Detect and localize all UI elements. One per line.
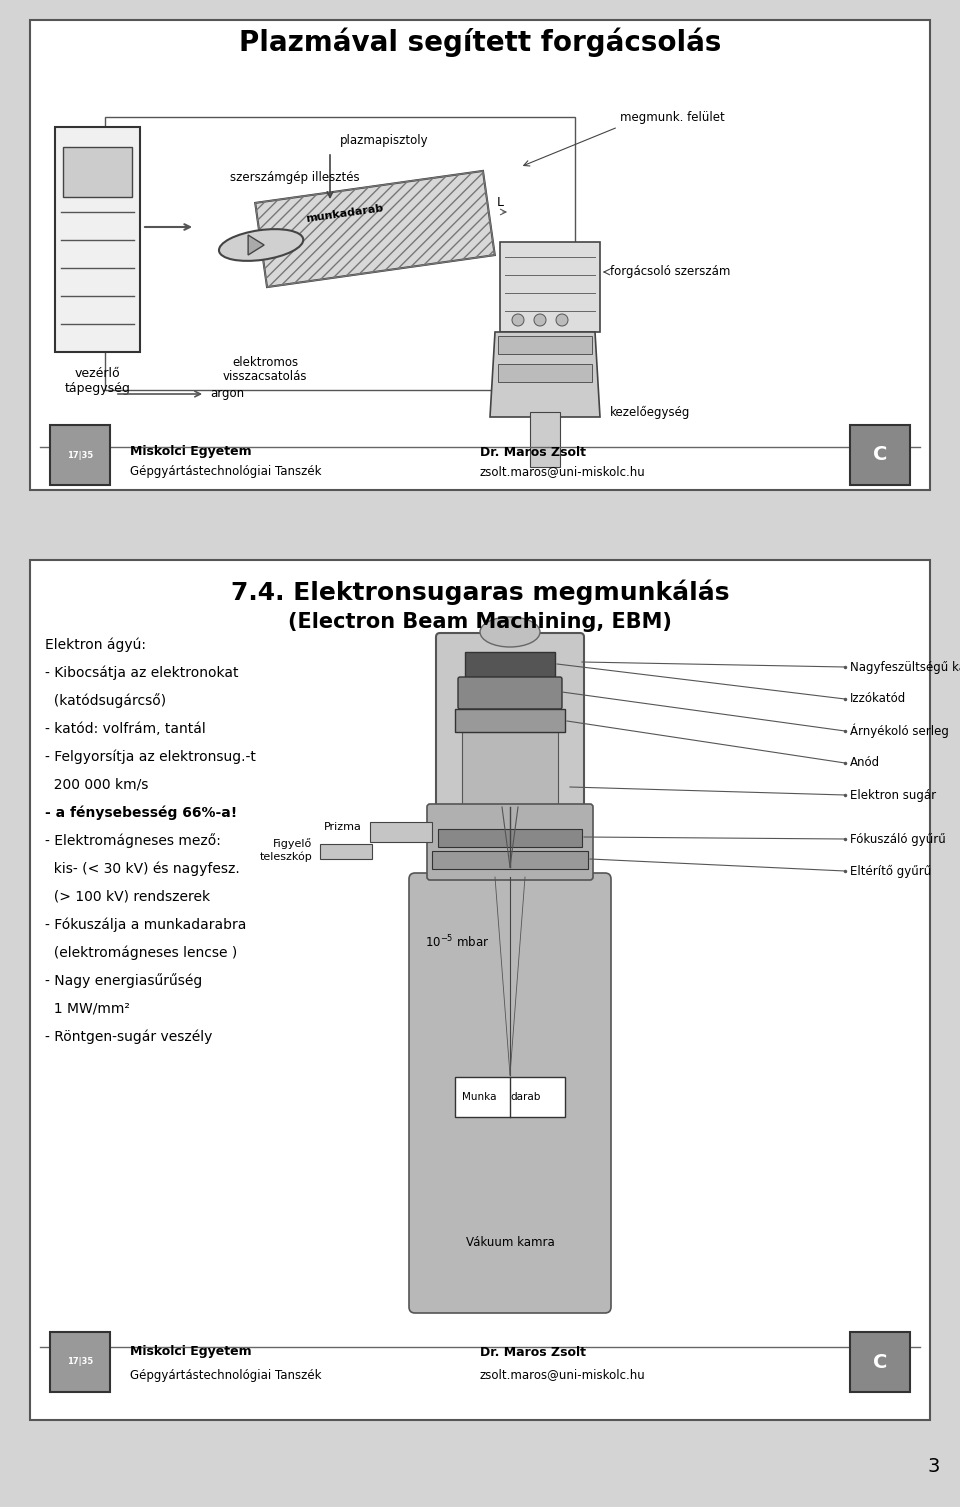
- Text: forgácsoló szerszám: forgácsoló szerszám: [610, 265, 731, 279]
- FancyBboxPatch shape: [458, 677, 562, 708]
- Text: 17|35: 17|35: [67, 1358, 93, 1367]
- Text: (> 100 kV) rendszerek: (> 100 kV) rendszerek: [45, 891, 210, 904]
- Bar: [50, 1332, 110, 1392]
- Bar: [50, 425, 110, 485]
- Text: 200 000 km/s: 200 000 km/s: [45, 778, 149, 793]
- Bar: [455, 708, 565, 732]
- Bar: [432, 851, 588, 870]
- Text: darab: darab: [510, 1093, 540, 1102]
- Text: argon: argon: [210, 387, 244, 401]
- Text: - Felgyorsítja az elektronsug.-t: - Felgyorsítja az elektronsug.-t: [45, 750, 256, 764]
- Text: - Nagy energiasűrűség: - Nagy energiasűrűség: [45, 974, 203, 989]
- Text: kis- (< 30 kV) és nagyfesz.: kis- (< 30 kV) és nagyfesz.: [45, 862, 240, 876]
- Text: Izzókatód: Izzókatód: [850, 693, 906, 705]
- Text: Miskolci Egyetem: Miskolci Egyetem: [130, 1346, 252, 1358]
- Ellipse shape: [512, 313, 524, 326]
- Text: Dr. Maros Zsolt: Dr. Maros Zsolt: [480, 1346, 586, 1358]
- Text: Fókuszáló gyűrű: Fókuszáló gyűrű: [850, 832, 946, 845]
- Text: Munka: Munka: [462, 1093, 496, 1102]
- Bar: [462, 732, 558, 808]
- Bar: [455, 1078, 565, 1117]
- Bar: [320, 844, 372, 859]
- Text: - Kibocsátja az elektronokat: - Kibocsátja az elektronokat: [45, 666, 238, 680]
- Text: Dr. Maros Zsolt: Dr. Maros Zsolt: [480, 446, 586, 458]
- Bar: [465, 653, 555, 677]
- Text: Plazmával segített forgácsolás: Plazmával segített forgácsolás: [239, 27, 721, 57]
- Bar: [105, 118, 575, 390]
- FancyBboxPatch shape: [427, 805, 593, 880]
- Text: megmunk. felület: megmunk. felület: [620, 110, 725, 124]
- Text: - Elektromágneses mező:: - Elektromágneses mező:: [45, 833, 221, 848]
- Bar: [498, 336, 592, 354]
- Bar: [370, 821, 432, 842]
- Text: zsolt.maros@uni-miskolc.hu: zsolt.maros@uni-miskolc.hu: [480, 1368, 646, 1382]
- Text: L: L: [496, 196, 503, 208]
- Text: 1 MW/mm²: 1 MW/mm²: [45, 1002, 130, 1016]
- Ellipse shape: [556, 313, 568, 326]
- FancyBboxPatch shape: [409, 873, 611, 1313]
- Text: $10^{-5}$ mbar: $10^{-5}$ mbar: [425, 934, 490, 951]
- Text: Elektron ágyú:: Elektron ágyú:: [45, 637, 146, 653]
- Text: C: C: [873, 1352, 887, 1371]
- Ellipse shape: [534, 313, 546, 326]
- Polygon shape: [248, 235, 264, 255]
- Ellipse shape: [219, 229, 303, 261]
- Text: elektromos: elektromos: [232, 356, 298, 369]
- Text: Gépgyártástechnológiai Tanszék: Gépgyártástechnológiai Tanszék: [130, 466, 322, 479]
- Text: Nagyfeszültségű kábel: Nagyfeszültségű kábel: [850, 660, 960, 674]
- Bar: [438, 829, 582, 847]
- Text: Eltérítő gyűrű: Eltérítő gyűrű: [850, 865, 931, 877]
- Text: 17|35: 17|35: [67, 451, 93, 460]
- Text: - Fókuszálja a munkadarabra: - Fókuszálja a munkadarabra: [45, 918, 247, 933]
- Text: Árnyékoló serleg: Árnyékoló serleg: [850, 723, 948, 738]
- Text: plazmapisztoly: plazmapisztoly: [340, 134, 428, 148]
- Text: 3: 3: [927, 1457, 940, 1477]
- Text: visszacsatolás: visszacsatolás: [223, 371, 307, 383]
- Bar: [55, 127, 140, 353]
- Text: Gépgyártástechnológiai Tanszék: Gépgyártástechnológiai Tanszék: [130, 1368, 322, 1382]
- Text: - a fénysebesség 66%-a!: - a fénysebesség 66%-a!: [45, 806, 237, 820]
- Polygon shape: [255, 170, 494, 288]
- Text: zsolt.maros@uni-miskolc.hu: zsolt.maros@uni-miskolc.hu: [480, 466, 646, 479]
- Bar: [850, 425, 910, 485]
- Text: Miskolci Egyetem: Miskolci Egyetem: [130, 446, 252, 458]
- Text: (Electron Beam Machining, EBM): (Electron Beam Machining, EBM): [288, 612, 672, 631]
- Text: vezérlő
tápegység: vezérlő tápegység: [64, 368, 131, 395]
- Bar: [530, 411, 560, 467]
- Text: (katódsugárcső): (katódsugárcső): [45, 693, 166, 708]
- Text: Figyelő
teleszkóp: Figyelő teleszkóp: [259, 838, 312, 862]
- Ellipse shape: [480, 616, 540, 647]
- Text: (elektromágneses lencse ): (elektromágneses lencse ): [45, 946, 237, 960]
- Bar: [850, 1332, 910, 1392]
- Text: Vákuum kamra: Vákuum kamra: [466, 1236, 554, 1248]
- Text: 7.4. Elektronsugaras megmunkálás: 7.4. Elektronsugaras megmunkálás: [230, 579, 730, 604]
- Text: C: C: [873, 446, 887, 464]
- Text: - Röntgen-sugár veszély: - Röntgen-sugár veszély: [45, 1029, 212, 1044]
- Text: - katód: volfrám, tantál: - katód: volfrám, tantál: [45, 722, 205, 735]
- Text: kezelőegység: kezelőegység: [610, 405, 690, 419]
- Bar: [30, 20, 930, 490]
- Polygon shape: [490, 332, 600, 417]
- Bar: [63, 148, 132, 197]
- Bar: [30, 561, 930, 1420]
- Text: Prizma: Prizma: [324, 821, 362, 832]
- Text: munkadarab: munkadarab: [305, 203, 385, 225]
- Bar: [500, 243, 600, 332]
- Text: Anód: Anód: [850, 757, 880, 770]
- Text: szerszámgép illesztés: szerszámgép illesztés: [230, 170, 360, 184]
- Bar: [498, 365, 592, 381]
- FancyBboxPatch shape: [436, 633, 584, 891]
- Text: Elektron sugár: Elektron sugár: [850, 788, 936, 802]
